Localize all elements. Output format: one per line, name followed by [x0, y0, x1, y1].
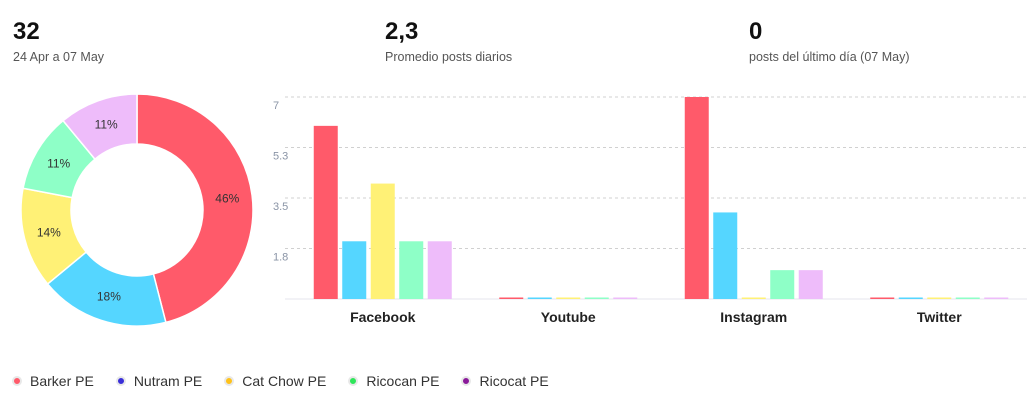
bar-twitter-cat-chow-pe[interactable]: [927, 297, 952, 300]
stat-label: Promedio posts diarios: [385, 50, 513, 64]
legend: Barker PE Nutram PE Cat Chow PE Ricocan PE R…: [12, 373, 571, 389]
bar-twitter-ricocan-pe[interactable]: [955, 297, 980, 300]
bar-twitter-nutram-pe[interactable]: [898, 297, 923, 300]
donut-slice-barker-pe[interactable]: [136, 93, 254, 324]
legend-item-nutram-pe[interactable]: Nutram PE: [115, 373, 203, 389]
legend-label: Barker PE: [30, 373, 94, 389]
bar-facebook-barker-pe[interactable]: [313, 125, 338, 299]
stat-total-posts: 32 24 Apr a 07 May: [13, 18, 104, 64]
legend-item-cat-chow-pe[interactable]: Cat Chow PE: [224, 373, 326, 389]
donut-slice-label: 14%: [37, 226, 61, 240]
bar-facebook-ricocat-pe[interactable]: [427, 241, 452, 299]
y-tick-label: 5.3: [273, 151, 288, 163]
stat-label: 24 Apr a 07 May: [13, 50, 105, 64]
legend-dot-icon: [224, 376, 235, 386]
bar-facebook-cat-chow-pe[interactable]: [370, 183, 395, 299]
stat-value: 2,3: [385, 18, 419, 45]
donut-chart: 46% 18% 14% 11% 11%: [20, 93, 254, 327]
stat-daily-average: 2,3 Promedio posts diarios: [385, 18, 512, 64]
bar-youtube-nutram-pe[interactable]: [527, 297, 552, 300]
bar-youtube-ricocan-pe[interactable]: [584, 297, 609, 300]
stat-value: 0: [749, 18, 763, 45]
bar-instagram-ricocat-pe[interactable]: [798, 270, 823, 299]
y-tick-label: 1.8: [273, 252, 288, 264]
donut-slice-ricocat-pe[interactable]: [62, 93, 138, 161]
legend-label: Cat Chow PE: [242, 373, 327, 389]
x-category-label: Facebook: [350, 309, 416, 325]
bar-instagram-nutram-pe[interactable]: [713, 212, 738, 299]
donut-slice-label: 46%: [215, 192, 239, 206]
legend-label: Nutram PE: [133, 373, 203, 389]
x-category-label: Twitter: [917, 309, 962, 325]
legend-dot-icon: [12, 376, 22, 386]
legend-item-ricocan-pe[interactable]: Ricocan PE: [348, 373, 439, 389]
bar-instagram-ricocan-pe[interactable]: [770, 270, 795, 299]
bar-twitter-ricocat-pe[interactable]: [984, 297, 1009, 300]
bar-twitter-barker-pe[interactable]: [870, 297, 895, 300]
bar-youtube-cat-chow-pe[interactable]: [556, 297, 581, 300]
stat-label: posts del último día (07 May): [749, 50, 910, 64]
bar-instagram-barker-pe[interactable]: [684, 97, 709, 299]
donut-slice-label: 11%: [95, 117, 118, 131]
legend-dot-icon: [461, 376, 472, 386]
y-tick-label: 3.5: [273, 201, 288, 213]
bar-youtube-ricocat-pe[interactable]: [613, 297, 638, 300]
donut-slice-label: 11%: [47, 157, 70, 171]
bar-chart: 1.8 3.5 5.3 7 Facebook Youtube Instagram Twitte…: [273, 96, 1027, 325]
bar-instagram-cat-chow-pe[interactable]: [741, 297, 766, 300]
x-category-label: Youtube: [541, 309, 596, 325]
stat-last-day-posts: 0 posts del último día (07 May): [749, 18, 910, 64]
legend-dot-icon: [348, 376, 359, 386]
y-tick-label: 7: [273, 100, 279, 112]
stat-value: 32: [13, 18, 40, 45]
legend-item-barker-pe[interactable]: Barker PE: [12, 373, 94, 389]
legend-label: Ricocan PE: [366, 373, 440, 389]
bar-facebook-nutram-pe[interactable]: [342, 241, 367, 299]
bar-youtube-barker-pe[interactable]: [499, 297, 524, 300]
x-category-label: Instagram: [720, 309, 787, 325]
donut-slice-label: 18%: [97, 290, 121, 304]
legend-label: Ricocat PE: [479, 373, 549, 389]
legend-item-ricocat-pe[interactable]: Ricocat PE: [461, 373, 549, 389]
legend-dot-icon: [115, 376, 126, 386]
bar-facebook-ricocan-pe[interactable]: [399, 241, 424, 299]
